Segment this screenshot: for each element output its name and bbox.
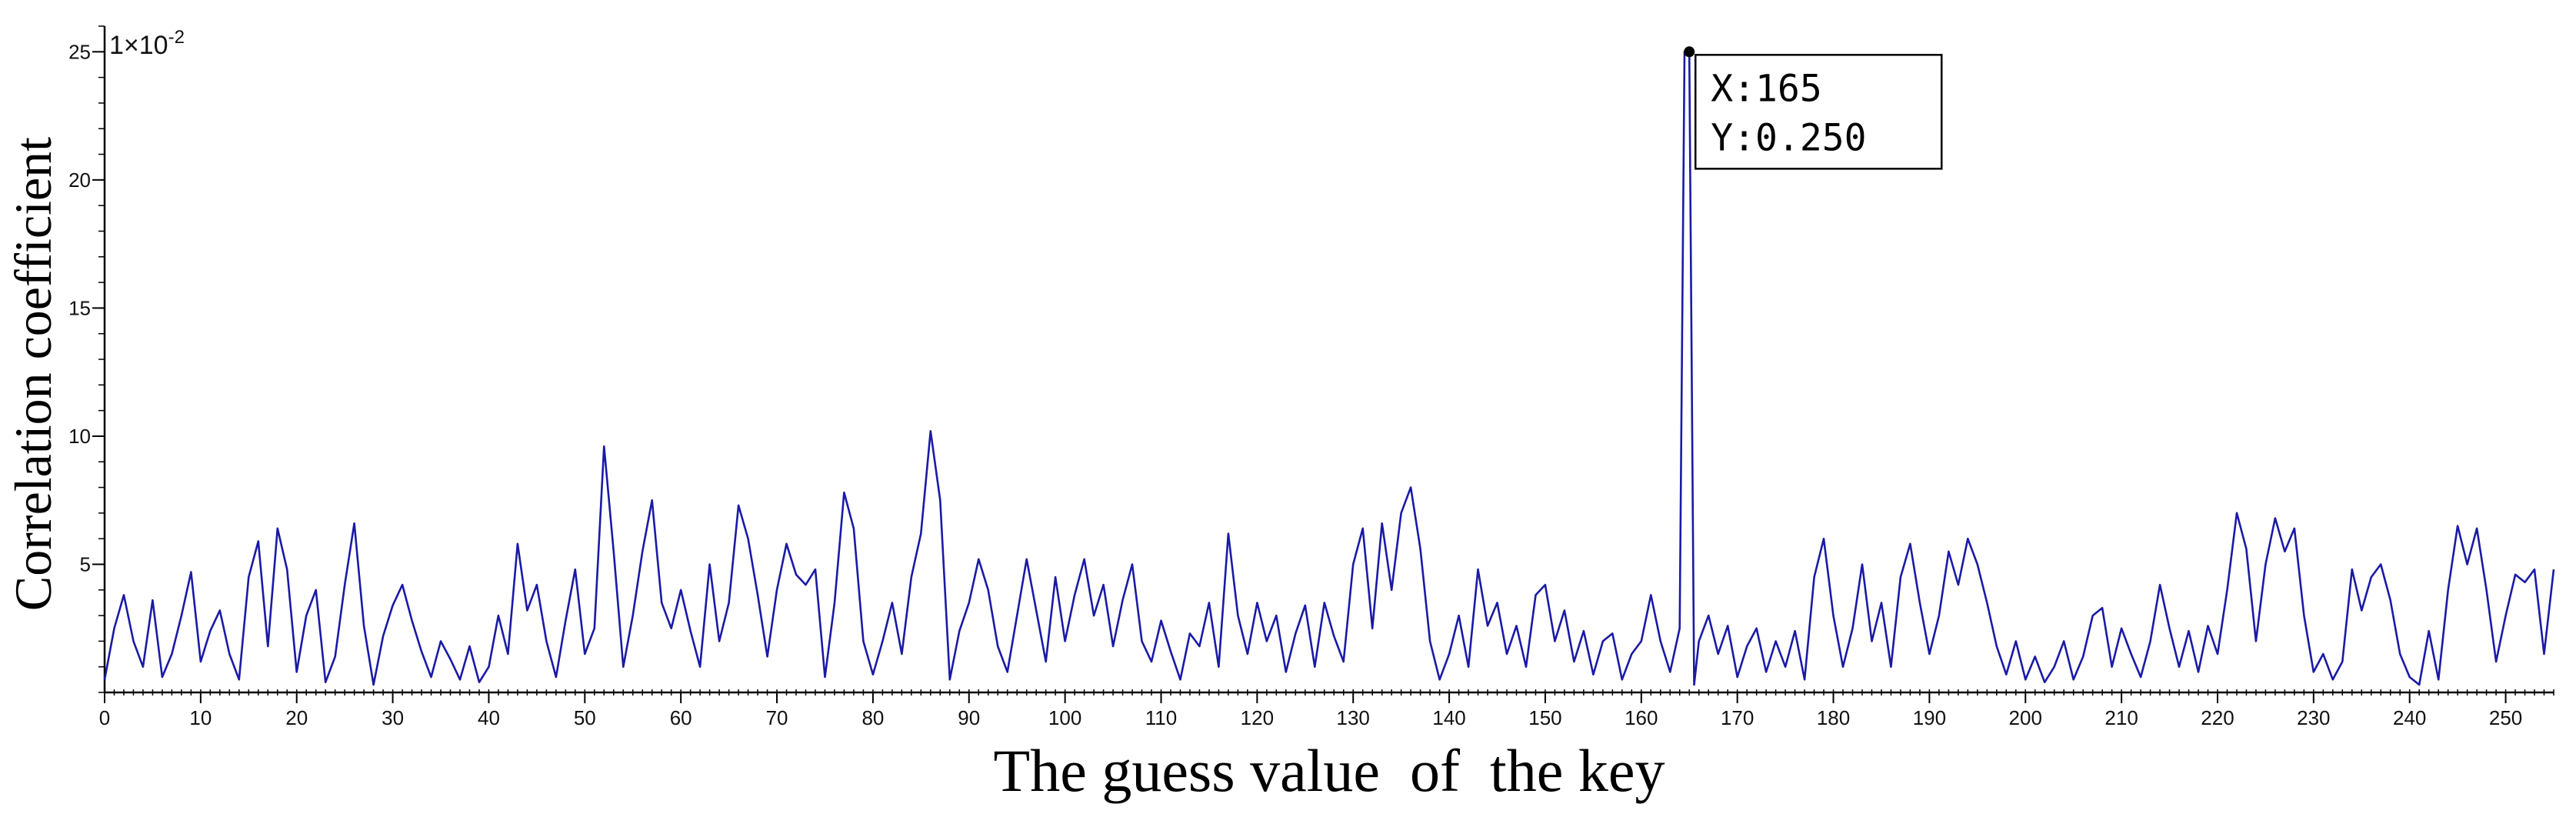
y-scale-exponent: -2 (168, 27, 185, 48)
y-tick-label: 10 (68, 425, 91, 448)
x-tick-label: 40 (478, 706, 500, 729)
y-tick-label: 15 (68, 296, 91, 319)
data-tip-y-label: Y:0.250 (1711, 116, 1866, 159)
y-scale-base: 1×10 (109, 31, 168, 60)
x-tick-label: 10 (189, 706, 212, 729)
x-tick-label: 250 (2489, 706, 2522, 729)
x-tick-label: 20 (285, 706, 308, 729)
x-tick-label: 50 (574, 706, 596, 729)
data-tip-x-label: X:165 (1711, 67, 1822, 110)
data-tip-marker (1684, 46, 1695, 57)
x-tick-label: 240 (2393, 706, 2426, 729)
x-tick-label: 190 (1913, 706, 1946, 729)
x-tick-label: 230 (2297, 706, 2330, 729)
y-tick-label: 5 (80, 552, 91, 575)
series-layer (105, 52, 2554, 685)
x-tick-label: 90 (958, 706, 980, 729)
x-tick-label: 0 (99, 706, 110, 729)
x-tick-label: 170 (1721, 706, 1754, 729)
x-tick-label: 110 (1145, 706, 1177, 729)
x-axis-title: The guess value of the key (994, 737, 1665, 804)
correlation-series-line (105, 52, 2554, 685)
y-scale-note: 1×10-2 (109, 27, 185, 60)
y-tick-label: 20 (68, 168, 91, 192)
x-tick-label: 30 (382, 706, 404, 729)
x-axis-ticks: 0 10 20 30 40 50 60 70 80 90 100 110 120 130 140 150 160… (99, 692, 2522, 729)
x-tick-label: 100 (1048, 706, 1081, 729)
x-tick-label: 60 (670, 706, 692, 729)
x-tick-label: 210 (2104, 706, 2138, 729)
x-tick-label: 80 (861, 706, 884, 729)
x-tick-label: 130 (1337, 706, 1370, 729)
y-axis-ticks: 5 10 15 20 25 (68, 40, 105, 575)
x-tick-label: 150 (1528, 706, 1561, 729)
data-tip: X:165 Y:0.250 (1684, 46, 1941, 168)
y-axis-title: Correlation coefficient (4, 137, 62, 611)
y-tick-label: 25 (68, 40, 91, 63)
x-tick-label: 120 (1241, 706, 1274, 729)
x-tick-label: 160 (1625, 706, 1658, 729)
x-tick-label: 200 (2009, 706, 2042, 729)
x-tick-label: 180 (1817, 706, 1850, 729)
x-tick-label: 140 (1432, 706, 1465, 729)
x-tick-label: 70 (766, 706, 788, 729)
x-tick-label: 220 (2201, 706, 2234, 729)
